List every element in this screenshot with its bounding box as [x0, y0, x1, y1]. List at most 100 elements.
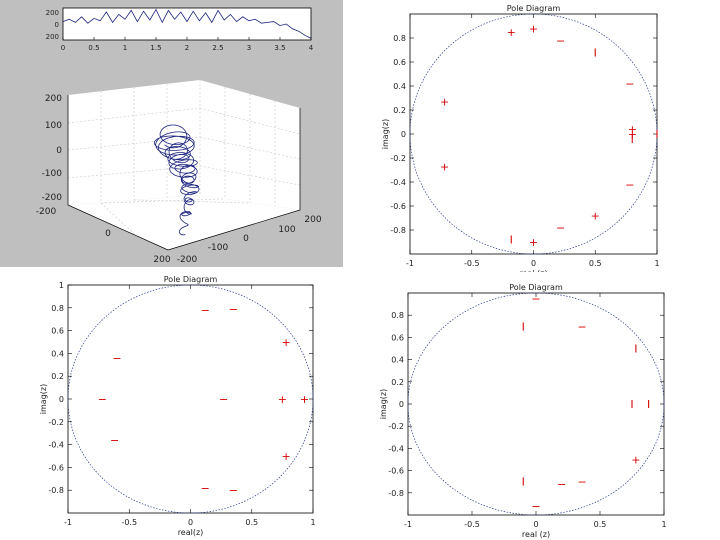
pole-diagram-4-x-tick-label: 0	[533, 520, 538, 529]
signal-series	[62, 8, 312, 39]
pole-diagram-2-pole-marker: −	[625, 78, 634, 91]
pole-diagram-2-x-tick-label: -1	[406, 259, 414, 268]
pole-diagram-3-y-tick-label: 0	[59, 395, 64, 404]
pole-diagram-2-y-tick-label: 0.2	[393, 106, 406, 115]
pole-diagram-3-pole-marker: −	[219, 393, 228, 406]
pole-diagram-2-x-tick-label: 1	[654, 259, 659, 268]
signal-x-tick-label: 2.5	[212, 44, 223, 52]
pole-diagram-3-pole-marker: −	[201, 304, 210, 317]
pole-diagram-3-pole-marker: +	[300, 393, 309, 406]
pole-diagram-4-pole-marker: −	[531, 500, 540, 513]
pole-diagram-3-pole-marker: +	[278, 393, 287, 406]
pole-diagram-3-pole-marker: +	[281, 336, 290, 349]
phase3d-z-tick-label: 100	[45, 121, 62, 131]
pole-diagram-4-pole-marker: −	[557, 478, 566, 491]
phase3d-x-ticks: -200 0 200	[36, 207, 171, 265]
pole-diagram-2-x-tick-label: -0.5	[464, 259, 480, 268]
phase3d-y-tick-label: 0	[243, 234, 249, 244]
pole-diagram-2-axes: -1 -0.5 0 0.5 1 1 0.8 0.6 0.4 0.2 0 -0.2 -0.4 -0.6 -0.…	[39, 275, 316, 537]
pole-diagram-2-pole-marker: +	[440, 160, 449, 173]
phase3d-trajectory	[153, 124, 200, 236]
pole-diagram-3-y-tick-label: -0.6	[48, 463, 64, 472]
pole-diagram-2-x-tick-label: 0	[531, 259, 536, 268]
pole-diagram-3-x-tick-label: -1	[64, 518, 72, 527]
pole-diagram-4-y-tick-label: 0.8	[391, 311, 404, 320]
phase3d-y-ticks: -200 -100 0 100 200	[177, 215, 322, 265]
pole-diagram-3-y-tick-label: -0.4	[48, 441, 64, 450]
pole-diagram-3-x-tick-label: -0.5	[121, 518, 137, 527]
pole-diagram-4-pole-marker: I	[522, 320, 525, 333]
phase3d-z-tick-label: -200	[42, 193, 63, 203]
pole-diagram-4-y-tick-label: 0.4	[391, 356, 404, 365]
pole-diagram-3-y-tick-label: -0.8	[48, 486, 64, 495]
pole-diagram-2-pole-marker: +	[628, 128, 637, 141]
signal-figure: 0 0.5 1 1.5 2 2.5 3 3.5 4 200 0 200	[0, 0, 343, 267]
pole-diagram-4-y-label: imag(z)	[379, 389, 388, 419]
pole-diagram-2-pole-marker: +	[628, 123, 637, 136]
signal-axes-frame	[62, 7, 312, 41]
pole-diagram-4-pole-marker: I	[630, 398, 633, 411]
pole-diagram-2-y-tick-label: -0.8	[390, 226, 406, 235]
pole-diagram-3-y-label: imag(z)	[39, 384, 48, 414]
pole-diagram-4-y-tick-label: -0.4	[388, 444, 404, 453]
pole-diagram-4-pole-marker: I	[522, 476, 525, 489]
pole-diagram-2-pole-marker: +	[529, 22, 538, 35]
pole-diagram-2-y-tick-label: 0.8	[393, 34, 406, 43]
pole-diagram-1: -1 -0.5 0 0.5 1 0.8 0.6 0.4 0.2 0 -0.2 -0.4 -0.6 -0.8…	[370, 0, 720, 272]
pole-diagram-2-frame	[409, 13, 658, 255]
signal-y-tick-label: 0	[55, 21, 59, 29]
pole-diagram-4-pole-marker: −	[531, 293, 540, 306]
pole-diagram-4-x-tick-label: -0.5	[464, 520, 480, 529]
pole-diagram-2-y-tick-label: 0.6	[393, 58, 406, 67]
phase3d-z-tick-label: 0	[56, 146, 62, 156]
pole-diagram-4-y-tick-label: 0	[399, 400, 404, 409]
phase3d-y-tick-label: 200	[304, 215, 321, 225]
phase3d-x-tick-label: 0	[105, 229, 111, 239]
signal-x-tick-label: 1.5	[150, 44, 161, 52]
pole-diagram-2-pole-marker: I	[655, 128, 658, 141]
signal-x-ticks: 0 0.5 1 1.5 2 2.5 3 3.5 4	[61, 37, 314, 52]
pole-diagram-2-y-label: imag(z)	[381, 119, 390, 149]
pole-diagram-2-y-tick-label: -0.6	[390, 202, 406, 211]
pole-diagram-4-pole-marker: I	[647, 398, 650, 411]
pole-diagram-3-pole-marker: −	[110, 434, 119, 447]
pole-diagram-3-y-tick-label: 0.8	[51, 304, 64, 313]
pole-diagram-2-pole-marker: I	[594, 46, 597, 59]
pole-diagram-3-y-tick-label: 0.2	[51, 372, 64, 381]
pole-diagram-4-frame	[407, 292, 665, 516]
pole-diagram-3-canvas: -1 -0.5 0 0.5 1 0.8 0.6 0.4 0.2 0 -0.2 -0.4 -0.6 -0.8…	[379, 283, 667, 539]
pole-diagram-2-pole-marker: −	[625, 178, 634, 191]
signal-x-tick-label: 3.5	[274, 44, 285, 52]
pole-diagram-1-axes: -1 -0.5 0 0.5 1 0.8 0.6 0.4 0.2 0 -0.2 -0.4 -0.6 -0.8…	[381, 4, 660, 272]
pole-diagram-3-pole-marker: +	[281, 450, 290, 463]
phase3d-x-tick-label: 200	[153, 255, 170, 265]
phase3d-x-tick-label: -200	[36, 207, 57, 217]
pole-diagram-3-x-tick-label: 0	[188, 518, 193, 527]
pole-diagram-1-canvas: -1 -0.5 0 0.5 1 0.8 0.6 0.4 0.2 0 -0.2 -0.4 -0.6 -0.8…	[381, 4, 660, 272]
pole-diagram-2-pole-marker: −	[556, 34, 565, 47]
phase3d-y-tick-label: -200	[177, 255, 198, 265]
pole-diagram-4-y-tick-label: -0.8	[388, 489, 404, 498]
signal-x-tick-label: 1	[123, 44, 127, 52]
pole-diagram-3-pole-marker: −	[229, 303, 238, 316]
pole-diagram-4-title: Pole Diagram	[509, 283, 563, 292]
signal-x-tick-label: 0	[61, 44, 65, 52]
signal-y-tick-label: 200	[46, 33, 59, 41]
pole-diagram-4-pole-marker: +	[631, 454, 640, 467]
pole-diagram-4-x-tick-label: 1	[661, 520, 666, 529]
pole-diagram-4-y-tick-label: -0.2	[388, 422, 404, 431]
phase3d-y-tick-label: -100	[208, 243, 229, 253]
pole-diagram-4-pole-marker: −	[577, 476, 586, 489]
phase3d-back-panel	[68, 80, 300, 210]
pole-diagram-2-y-tick-label: -0.4	[390, 178, 406, 187]
pole-diagram-4-pole-marker: −	[577, 320, 586, 333]
pole-diagram-3-y-tick-label: 1	[59, 281, 64, 290]
phase3d-y-tick-label: 100	[278, 225, 295, 235]
pole-diagram-2-pole-marker: −	[556, 222, 565, 235]
pole-diagram-4-y-tick-label: 0.2	[391, 378, 404, 387]
pole-diagram-2-y-tick-label: -0.2	[390, 154, 406, 163]
pole-diagram-2-pole-marker: I	[631, 133, 634, 146]
signal-x-tick-label: 3	[247, 44, 251, 52]
pole-diagram-2-x-label: real (z)	[519, 269, 547, 272]
pole-diagram-2-pole-marker: +	[507, 26, 516, 39]
